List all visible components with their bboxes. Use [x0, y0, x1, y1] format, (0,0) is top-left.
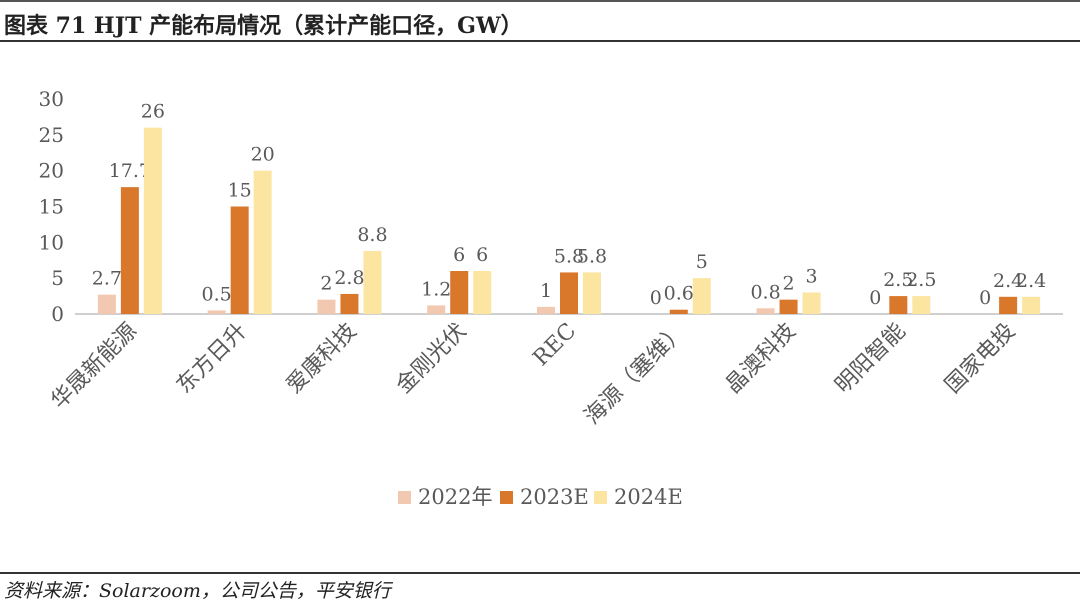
bar: [427, 305, 446, 314]
data-label: 0: [979, 287, 991, 309]
data-label: 0: [650, 287, 662, 309]
data-label: 17.7: [109, 160, 151, 182]
data-label: 2.5: [883, 269, 913, 291]
data-label: 1: [540, 280, 552, 302]
data-label: 0.8: [750, 281, 780, 303]
data-label: 2.4: [993, 270, 1023, 292]
data-label: 2: [320, 273, 332, 295]
bar: [912, 296, 931, 314]
data-label: 8.8: [357, 224, 387, 246]
data-label: 2.5: [906, 269, 936, 291]
data-label: 6: [476, 244, 488, 266]
bar: [473, 271, 492, 314]
data-label: 2.4: [1016, 270, 1046, 292]
bar: [253, 170, 272, 314]
y-tick-label: 20: [39, 159, 64, 183]
y-tick-label: 25: [39, 123, 64, 147]
bar: [583, 272, 601, 314]
legend-label: 2024E: [614, 485, 683, 509]
bar: [340, 293, 359, 314]
x-tick-label: 海源（塞维）: [580, 319, 691, 430]
bar: [363, 250, 382, 314]
legend-swatch: [594, 491, 607, 504]
bar: [317, 299, 336, 314]
data-label: 2.7: [92, 268, 122, 290]
data-label: 5.8: [554, 245, 584, 267]
y-tick-label: 10: [39, 230, 64, 254]
bar: [999, 296, 1018, 314]
bar: [889, 296, 908, 314]
bar: [230, 206, 249, 314]
y-tick-label: 15: [39, 195, 64, 219]
legend-label: 2023E: [520, 485, 589, 509]
figure-title: 图表 71 HJT 产能布局情况（累计产能口径，GW）: [4, 13, 523, 39]
top-border: [0, 0, 1080, 2]
y-tick-label: 30: [39, 87, 64, 111]
bar: [756, 308, 775, 314]
bar: [669, 309, 688, 314]
bar: [560, 272, 578, 314]
y-tick-label: 5: [51, 266, 64, 290]
x-tick-label: 东方日升: [172, 319, 252, 399]
data-label: 15: [228, 180, 252, 202]
x-tick-label: REC: [529, 319, 582, 372]
bar: [537, 306, 555, 314]
x-tick-label: 爱康科技: [282, 319, 362, 399]
bar: [120, 187, 139, 314]
legend-swatch: [500, 491, 513, 504]
x-tick-label: 国家电投: [940, 319, 1020, 399]
data-label: 26: [141, 101, 165, 123]
bar: [802, 292, 821, 314]
bar: [143, 127, 162, 315]
data-label: 0: [869, 287, 881, 309]
title-divider: [0, 40, 1080, 42]
x-tick-label: 晶澳科技: [721, 319, 801, 399]
bar: [450, 271, 469, 314]
x-tick-label: 明阳智能: [831, 319, 911, 399]
data-label: 6: [453, 244, 465, 266]
data-label: 1.2: [421, 278, 451, 300]
legend-swatch: [398, 491, 411, 504]
data-label: 2: [783, 273, 795, 295]
data-label: 2.8: [334, 267, 364, 289]
x-tick-label: 华晟新能源: [47, 319, 142, 414]
data-label: 5: [696, 251, 708, 273]
bar: [207, 310, 226, 314]
source-note: 资料来源：Solarzoom，公司公告，平安银行: [4, 580, 391, 602]
data-label: 20: [251, 144, 275, 166]
bar: [1022, 296, 1041, 314]
bar: [97, 294, 116, 314]
legend-label: 2022年: [418, 485, 492, 509]
data-label: 0.5: [202, 283, 232, 305]
data-label: 3: [806, 266, 818, 288]
y-tick-label: 0: [51, 302, 64, 326]
bar: [779, 299, 798, 314]
data-label: 5.8: [577, 245, 607, 267]
footer-divider: [0, 572, 1080, 574]
data-label: 0.6: [664, 283, 694, 305]
x-tick-label: 金刚光伏: [392, 319, 472, 399]
bar: [692, 278, 711, 314]
